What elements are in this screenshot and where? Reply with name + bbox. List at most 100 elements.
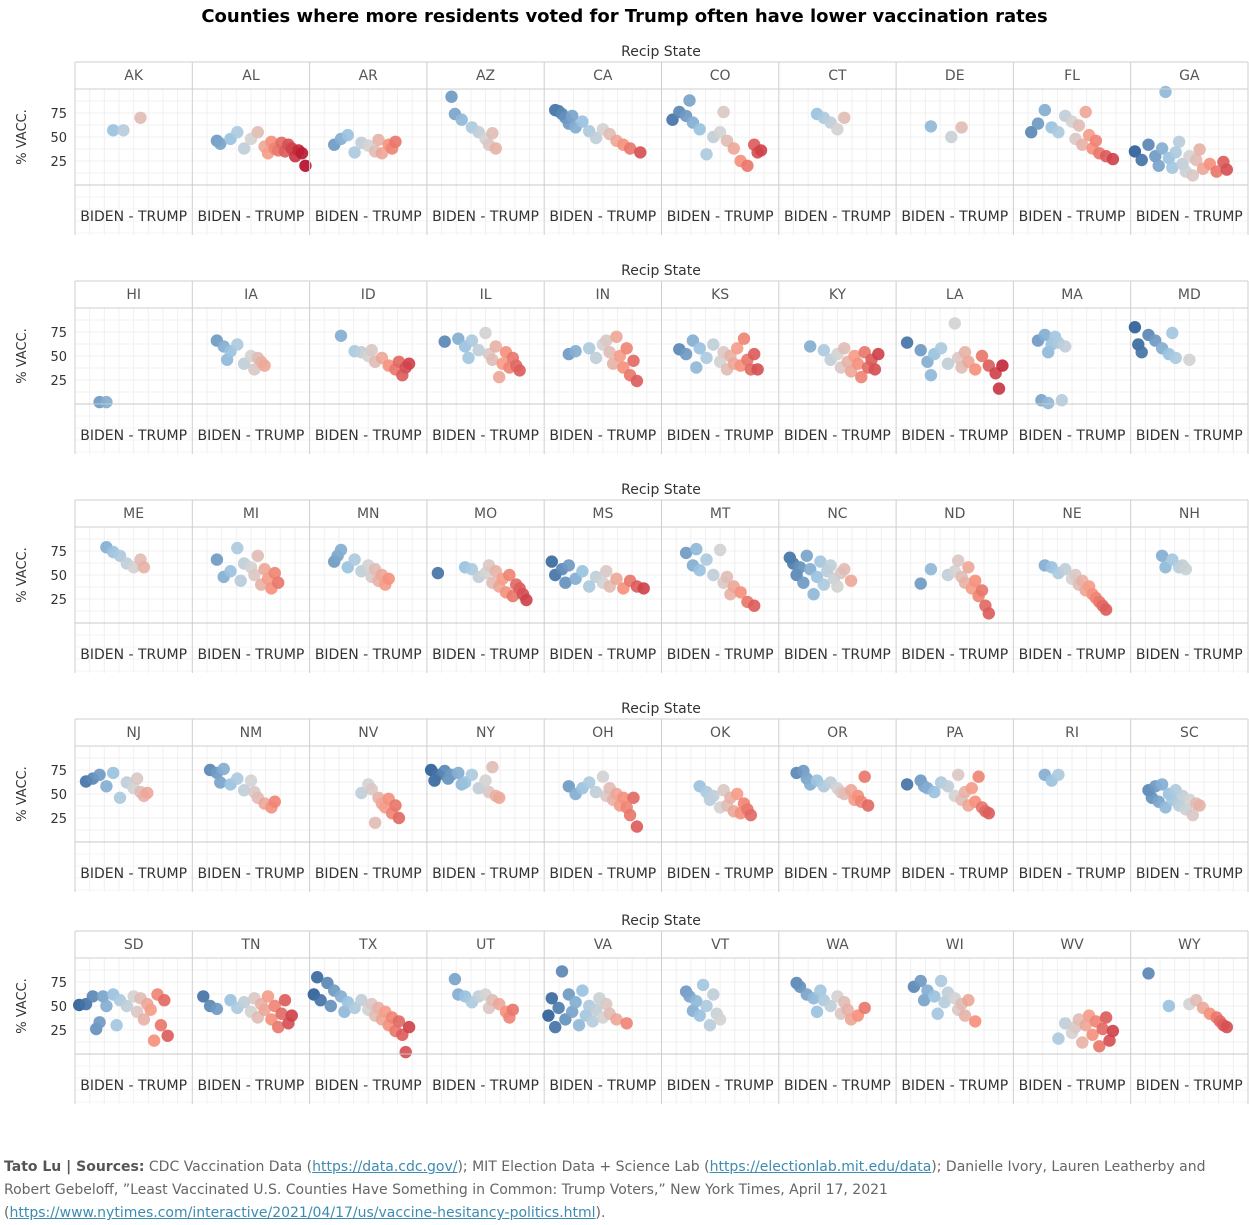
data-point-nd (962, 561, 975, 574)
data-point-ma (1038, 328, 1052, 342)
data-point-oh (596, 770, 610, 783)
data-point-va (542, 1009, 555, 1022)
data-point-il (489, 340, 502, 353)
data-point-mt (720, 570, 734, 584)
y-tick-label: 50 (50, 1000, 67, 1015)
state-header-or: OR (827, 725, 848, 741)
state-header-md: MD (1178, 287, 1201, 303)
data-point-sd (154, 1018, 168, 1032)
y-tick-label: 75 (50, 107, 67, 122)
x-axis-label: BIDEN - TRUMP (901, 647, 1008, 663)
data-point-il (479, 326, 492, 340)
data-point-ms (610, 572, 623, 585)
data-point-ks (707, 338, 720, 351)
data-point-mt (748, 599, 761, 612)
facet-header-label: Recip State (621, 482, 701, 498)
data-point-ia (231, 338, 244, 351)
state-header-ia: IA (244, 287, 258, 303)
data-point-wi (934, 974, 948, 988)
data-point-ny (486, 760, 499, 774)
data-point-ne (1099, 603, 1113, 616)
data-point-ct (838, 111, 851, 125)
footer-text-1: CDC Vaccination Data ( (148, 1159, 313, 1175)
data-point-ks (731, 342, 744, 355)
data-point-sd (144, 1003, 157, 1016)
state-header-al: AL (242, 68, 260, 84)
data-point-fl (1079, 105, 1092, 119)
state-header-co: CO (710, 68, 731, 84)
data-point-ma (1055, 394, 1069, 407)
data-point-ks (679, 347, 693, 361)
data-point-nv (389, 799, 402, 812)
data-point-mn (348, 553, 361, 566)
data-point-wv (1099, 1011, 1113, 1024)
y-tick-label: 25 (50, 593, 67, 608)
data-point-mo (431, 566, 445, 580)
footer-link-mit[interactable]: https://electionlab.mit.edu/data (709, 1159, 932, 1175)
data-point-mn (382, 572, 395, 585)
data-point-mn (334, 543, 348, 557)
data-point-la (948, 317, 961, 330)
data-point-al (299, 159, 312, 172)
data-point-ak (117, 124, 130, 137)
faceted-scatter-chart: Recip State % VACC. 75 50 25 AK BIDEN - TRUMP A… (15, 44, 1249, 1104)
data-point-vt (703, 1018, 717, 1032)
data-point-la (900, 336, 914, 349)
data-point-nv (368, 816, 382, 829)
data-point-nc (793, 561, 807, 574)
state-header-fl: FL (1064, 68, 1080, 84)
data-point-nd (914, 577, 927, 590)
data-point-nv (365, 783, 378, 796)
y-tick-label: 75 (50, 976, 67, 991)
x-axis-label: BIDEN - TRUMP (80, 866, 187, 882)
data-point-fl (1089, 134, 1103, 147)
data-point-oh (623, 808, 637, 822)
data-point-in (589, 351, 603, 365)
data-point-mt (700, 553, 713, 566)
data-point-va (545, 992, 558, 1005)
data-point-fl (1106, 152, 1120, 166)
x-axis-label: BIDEN - TRUMP (784, 866, 891, 882)
data-point-sd (86, 990, 100, 1003)
data-point-ny (479, 774, 492, 787)
data-point-nj (93, 768, 106, 781)
data-point-ia (258, 359, 271, 372)
data-point-id (334, 329, 348, 342)
x-axis-label: BIDEN - TRUMP (549, 428, 656, 444)
y-tick-label: 50 (50, 788, 67, 803)
data-point-pa (982, 807, 995, 820)
data-point-mo (520, 593, 533, 607)
data-point-fl (1072, 119, 1086, 132)
x-axis-label: BIDEN - TRUMP (198, 428, 305, 444)
data-point-oh (589, 785, 603, 799)
state-header-ga: GA (1179, 68, 1200, 84)
data-point-wa (824, 999, 837, 1013)
data-point-ms (562, 559, 575, 572)
y-tick-label: 50 (50, 350, 67, 365)
data-point-ca (634, 146, 647, 159)
data-point-vt (693, 1009, 706, 1022)
data-point-ga (1159, 85, 1172, 99)
data-point-la (996, 359, 1009, 372)
data-point-vt (690, 995, 703, 1008)
state-header-ny: NY (476, 725, 495, 741)
data-point-tn (272, 1020, 285, 1034)
data-point-mi (248, 568, 261, 582)
facet-header-label: Recip State (621, 913, 701, 929)
data-point-wy (1220, 1020, 1234, 1034)
footer-author: Tato Lu (4, 1159, 62, 1175)
footer-link-cdc[interactable]: https://data.cdc.gov/ (312, 1159, 458, 1175)
x-axis-label: BIDEN - TRUMP (901, 866, 1008, 882)
data-point-nc (807, 588, 820, 601)
data-point-in (610, 330, 623, 343)
state-header-ma: MA (1061, 287, 1083, 303)
footer-text-3: ); Danielle Ivory, Lauren Leatherby and … (4, 1159, 1206, 1221)
data-point-sd (137, 1013, 151, 1026)
data-point-fl (1038, 103, 1052, 117)
facet-header-label: Recip State (621, 44, 701, 60)
x-axis-label: BIDEN - TRUMP (80, 647, 187, 663)
y-tick-label: 25 (50, 155, 67, 170)
data-point-la (975, 349, 989, 363)
data-point-wy (1162, 999, 1176, 1013)
footer-link-nyt[interactable]: https://www.nytimes.com/interactive/2021… (9, 1205, 596, 1221)
